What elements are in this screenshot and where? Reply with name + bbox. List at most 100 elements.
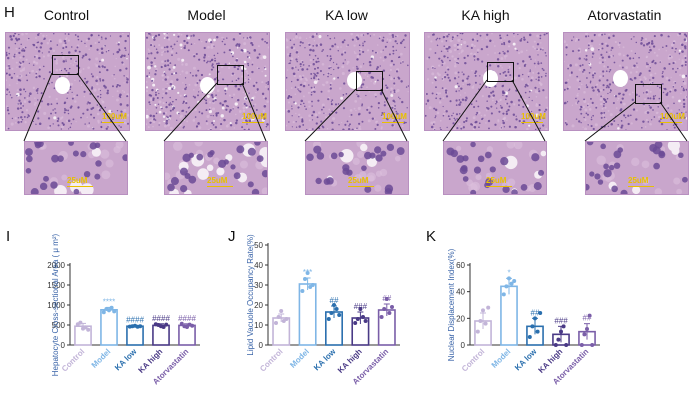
data-point	[83, 325, 88, 330]
data-point	[185, 325, 189, 329]
significance-label: ##	[531, 308, 540, 317]
central-vein	[613, 70, 628, 87]
y-tick-label: 20	[456, 314, 465, 323]
data-point	[564, 343, 569, 347]
group-label: KA high	[461, 7, 510, 23]
scale-bar	[521, 122, 543, 123]
data-point	[109, 305, 114, 310]
zoom-connector-line	[584, 101, 636, 142]
data-point	[379, 315, 384, 319]
data-point	[161, 325, 166, 329]
data-point	[190, 323, 195, 328]
data-point	[527, 335, 532, 339]
significance-label: *	[507, 268, 510, 277]
scale-bar	[628, 186, 654, 187]
significance-label: ##	[382, 294, 391, 303]
central-vein	[55, 77, 70, 94]
scale-label: 25uM	[348, 176, 369, 185]
zoom-connector-line	[380, 88, 408, 142]
category-label: Model	[288, 347, 311, 370]
bar	[126, 325, 144, 346]
zoom-box	[217, 65, 244, 85]
zoom-box	[52, 55, 79, 75]
y-tick-label: 40	[456, 288, 465, 297]
scale-bar	[382, 122, 404, 123]
data-point	[334, 307, 339, 311]
data-point	[475, 329, 480, 334]
data-point	[590, 343, 595, 347]
y-axis-label: Nuclear Displacement Index(%)	[447, 248, 456, 361]
data-point	[138, 324, 143, 329]
data-point	[303, 277, 307, 281]
data-point	[382, 307, 387, 311]
data-point	[501, 292, 506, 297]
micrograph-high-mag	[305, 141, 409, 195]
significance-label: ##	[583, 314, 592, 323]
scale-label: 25uM	[628, 176, 649, 185]
data-point	[507, 276, 511, 281]
y-tick-label: 0	[61, 341, 66, 350]
data-point	[486, 305, 491, 310]
data-point	[164, 322, 169, 327]
category-label: Model	[90, 347, 113, 370]
zoom-box	[487, 62, 514, 82]
data-point	[276, 315, 281, 319]
data-point	[390, 305, 394, 309]
scale-bar	[67, 186, 93, 187]
scale-label: 25uM	[207, 176, 228, 185]
scale-bar	[660, 122, 682, 123]
group-label: Control	[43, 7, 90, 23]
category-label: Control	[460, 347, 486, 373]
y-tick-label: 1500	[47, 281, 65, 290]
zoom-connector-line	[241, 82, 267, 142]
data-point	[329, 311, 334, 315]
y-tick-label: 500	[52, 321, 66, 330]
micrograph-high-mag	[585, 141, 689, 195]
data-point	[310, 283, 315, 287]
data-point	[538, 311, 543, 315]
group-label: KA low	[325, 7, 368, 23]
significance-label: ####	[126, 316, 144, 325]
y-tick-label: 50	[254, 241, 263, 250]
significance-label: ##	[330, 296, 339, 305]
group-label: Model	[187, 7, 226, 23]
scale-label: 100uM	[521, 112, 546, 121]
micrograph-low-mag	[424, 32, 549, 131]
category-label: KA low	[113, 347, 139, 373]
category-label: KA low	[513, 347, 539, 373]
micrograph-high-mag	[24, 141, 128, 195]
data-point	[300, 289, 305, 293]
data-point	[279, 309, 284, 313]
data-point	[512, 279, 517, 283]
zoom-connector-line	[659, 101, 688, 142]
panel-letter-k: K	[426, 228, 437, 245]
data-point	[387, 311, 392, 315]
zoom-connector-line	[304, 88, 357, 142]
significance-label: ####	[178, 314, 196, 323]
y-axis-label: Hepatocyte Cross-sectional Area ( μ m²)	[51, 233, 60, 376]
y-tick-label: 60	[456, 261, 465, 270]
y-axis-label: Lipid Vacuole Occupancy Rate(%)	[246, 234, 255, 356]
micrograph-low-mag	[5, 32, 130, 131]
category-label: KA low	[312, 347, 338, 373]
data-point	[535, 329, 540, 334]
significance-label: ***	[303, 268, 312, 277]
y-tick-label: 30	[254, 281, 263, 290]
y-tick-label: 40	[254, 261, 263, 270]
data-point	[332, 303, 336, 307]
zoom-connector-line	[76, 72, 127, 142]
data-point	[179, 321, 184, 326]
category-label: Model	[490, 347, 513, 370]
zoom-connectors	[23, 72, 688, 142]
data-point	[582, 332, 587, 337]
group-label: Atorvastatin	[587, 7, 662, 23]
scale-label: 100uM	[102, 112, 127, 121]
significance-label: ####	[152, 314, 170, 323]
central-vein	[483, 70, 498, 87]
bar	[152, 324, 170, 346]
category-label: Control	[258, 347, 284, 373]
zoom-box	[635, 84, 662, 104]
data-point	[587, 313, 592, 318]
y-tick-label: 2000	[47, 261, 65, 270]
data-point	[337, 313, 342, 317]
